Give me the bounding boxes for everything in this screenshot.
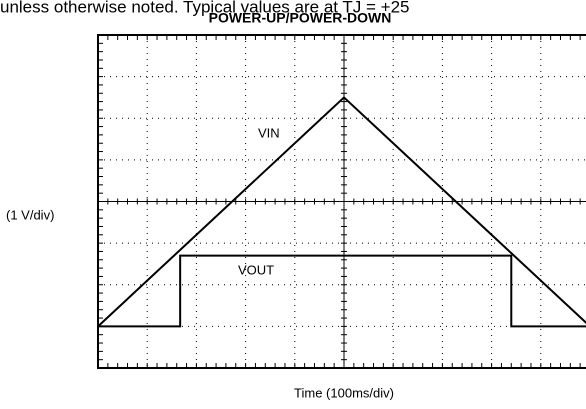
chart-title: POWER-UP/POWER-DOWN [209,10,392,26]
series-label: VOUT [238,262,274,277]
series-label: VIN [258,125,280,140]
line-series [98,254,586,328]
plot-frame [97,34,586,369]
y-axis-label: (1 V/div) [6,207,54,222]
x-axis-label: Time (100ms/div) [294,385,394,400]
header-text: unless otherwise noted. Typical values a… [0,0,410,16]
line-series [97,96,586,328]
